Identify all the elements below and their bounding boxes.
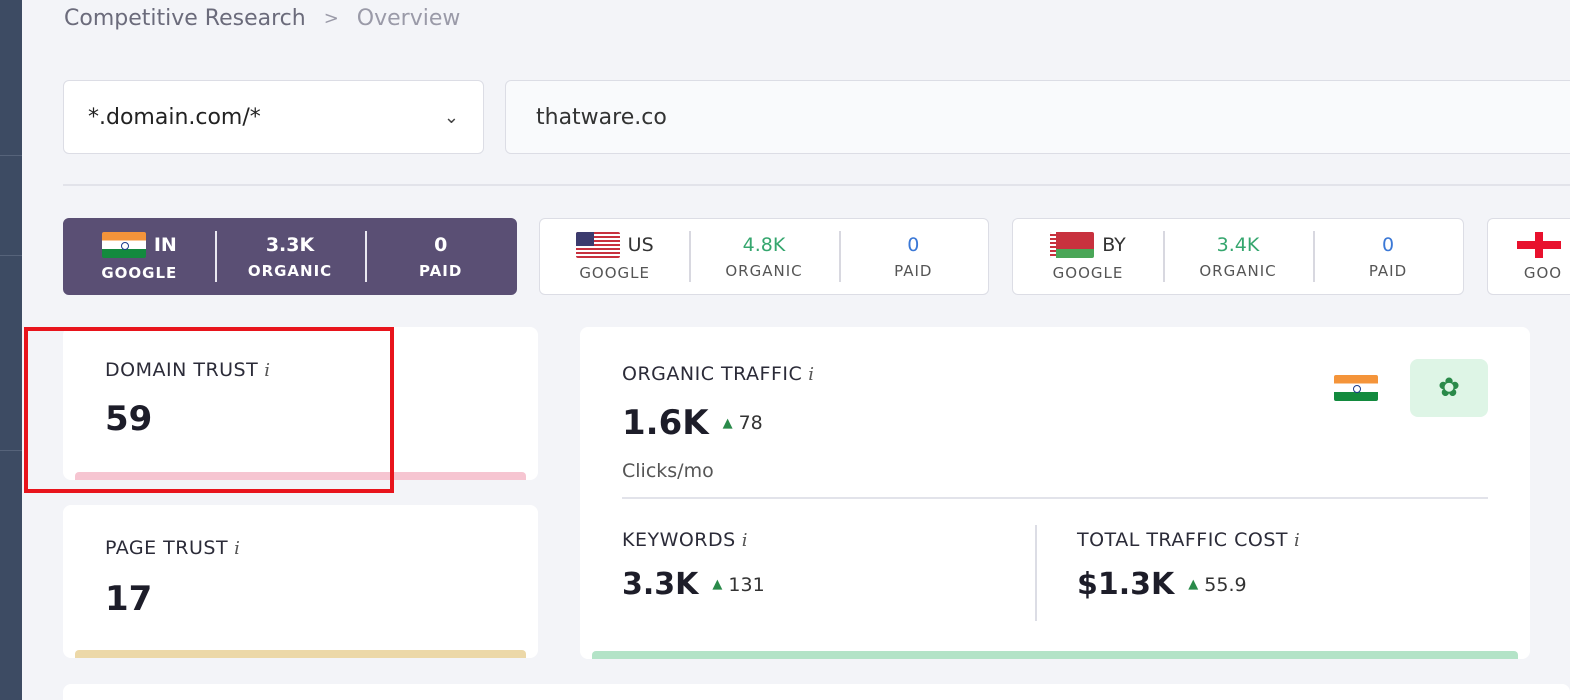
keywords-label: KEYWORDS bbox=[622, 529, 736, 551]
db-tab-organic-value: 4.8K bbox=[742, 233, 786, 256]
organic-traffic-delta-value: 78 bbox=[738, 412, 763, 434]
keywords-delta-value: 131 bbox=[728, 573, 765, 596]
traffic-cost-label: TOTAL TRAFFIC COST bbox=[1077, 529, 1289, 551]
info-icon[interactable]: i bbox=[264, 360, 270, 381]
db-tab-paid-value: 0 bbox=[434, 233, 448, 256]
info-icon[interactable]: i bbox=[1294, 530, 1300, 551]
traffic-cost-delta-value: 55.9 bbox=[1204, 573, 1247, 596]
divider bbox=[622, 497, 1488, 499]
domain-trust-value: 59 bbox=[105, 399, 153, 439]
breadcrumb-current: Overview bbox=[356, 5, 461, 31]
traffic-cost-value: $1.3K bbox=[1077, 567, 1175, 602]
triangle-up-icon: ▲ bbox=[712, 577, 723, 592]
db-tab-paid-label: PAID bbox=[419, 261, 463, 280]
db-tab-paid-cell: 0 PAID bbox=[838, 219, 988, 294]
page-trust-label: PAGE TRUST bbox=[105, 537, 229, 559]
db-tab-paid-cell: 0 PAID bbox=[1313, 219, 1463, 294]
database-tab-us[interactable]: US GOOGLE 4.8K ORGANIC 0 PAID bbox=[539, 218, 989, 295]
scope-select-value: *.domain.com/* bbox=[88, 104, 261, 130]
page-trust-bar bbox=[75, 650, 526, 658]
belarus-flag-icon bbox=[1050, 231, 1095, 258]
page-trust-card: PAGE TRUST i 17 bbox=[63, 505, 538, 658]
divider bbox=[1035, 525, 1037, 621]
rail-divider bbox=[0, 155, 22, 156]
leaf-icon[interactable]: ✿ bbox=[1410, 359, 1488, 417]
organic-traffic-bar bbox=[592, 651, 1518, 659]
db-tab-engine: GOOGLE bbox=[1052, 263, 1124, 282]
organic-traffic-value: 1.6K bbox=[622, 403, 709, 443]
db-tab-country-cell: IN GOOGLE bbox=[64, 219, 215, 294]
page-trust-value: 17 bbox=[105, 579, 153, 619]
domain-input[interactable]: thatware.co bbox=[505, 80, 1570, 154]
organic-traffic-label: ORGANIC TRAFFIC bbox=[622, 363, 803, 385]
db-tab-organic-cell: 3.3K ORGANIC bbox=[214, 219, 366, 294]
db-tab-organic-cell: 4.8K ORGANIC bbox=[689, 219, 838, 294]
db-tab-organic-label: ORGANIC bbox=[1199, 261, 1277, 280]
db-tab-country: US bbox=[627, 233, 654, 256]
db-tab-country-cell: GOO bbox=[1488, 219, 1570, 294]
db-tab-paid-label: PAID bbox=[894, 261, 933, 280]
info-icon[interactable]: i bbox=[808, 364, 815, 385]
india-flag-icon bbox=[1334, 375, 1378, 401]
traffic-cost-delta: ▲ 55.9 bbox=[1188, 574, 1246, 596]
india-flag-icon bbox=[101, 231, 146, 258]
db-tab-country: BY bbox=[1102, 233, 1126, 256]
database-tab-in[interactable]: IN GOOGLE 3.3K ORGANIC 0 PAID bbox=[63, 218, 517, 295]
domain-trust-card: DOMAIN TRUST i 59 bbox=[63, 327, 538, 480]
next-card bbox=[63, 684, 1570, 700]
database-tab-ge[interactable]: GOO bbox=[1487, 218, 1570, 295]
db-tab-engine: GOOGLE bbox=[579, 263, 651, 282]
db-tab-organic-value: 3.4K bbox=[1216, 233, 1260, 256]
breadcrumb-parent-link[interactable]: Competitive Research bbox=[64, 5, 306, 31]
info-icon[interactable]: i bbox=[234, 538, 240, 559]
database-tab-by[interactable]: BY GOOGLE 3.4K ORGANIC 0 PAID bbox=[1012, 218, 1464, 295]
georgia-flag-icon bbox=[1517, 231, 1561, 258]
breadcrumb-separator: > bbox=[323, 7, 339, 29]
keywords-delta: ▲ 131 bbox=[712, 574, 764, 596]
keywords-value: 3.3K bbox=[622, 567, 699, 602]
scope-select[interactable]: *.domain.com/* ⌄ bbox=[63, 80, 484, 154]
organic-traffic-delta: ▲ 78 bbox=[723, 412, 763, 434]
domain-trust-label: DOMAIN TRUST bbox=[105, 359, 259, 381]
db-tab-organic-value: 3.3K bbox=[265, 233, 315, 256]
db-tab-engine: GOOGLE bbox=[101, 263, 178, 282]
triangle-up-icon: ▲ bbox=[722, 415, 733, 431]
rail-divider bbox=[0, 450, 22, 451]
triangle-up-icon: ▲ bbox=[1188, 577, 1199, 592]
divider bbox=[63, 184, 1570, 186]
domain-trust-bar bbox=[75, 472, 526, 480]
db-tab-organic-label: ORGANIC bbox=[725, 261, 803, 280]
db-tab-paid-cell: 0 PAID bbox=[365, 219, 516, 294]
organic-traffic-card: ORGANIC TRAFFIC i 1.6K ▲ 78 Clicks/mo ✿ KE… bbox=[580, 327, 1530, 659]
organic-traffic-unit: Clicks/mo bbox=[622, 460, 714, 482]
db-tab-organic-cell: 3.4K ORGANIC bbox=[1163, 219, 1313, 294]
rail-divider bbox=[0, 255, 22, 256]
db-tab-paid-value: 0 bbox=[1381, 233, 1395, 256]
db-tab-paid-label: PAID bbox=[1368, 261, 1408, 280]
db-tab-country: IN bbox=[153, 233, 177, 256]
info-icon[interactable]: i bbox=[741, 530, 748, 551]
domain-input-value: thatware.co bbox=[536, 104, 667, 130]
chevron-down-icon: ⌄ bbox=[443, 106, 459, 128]
db-tab-paid-value: 0 bbox=[907, 233, 920, 256]
db-tab-country-cell: BY GOOGLE bbox=[1013, 219, 1163, 294]
breadcrumb: Competitive Research > Overview bbox=[64, 4, 460, 32]
left-sidebar-rail bbox=[0, 0, 22, 700]
db-tab-organic-label: ORGANIC bbox=[247, 261, 333, 280]
db-tab-country-cell: US GOOGLE bbox=[540, 219, 689, 294]
db-tab-engine: GOO bbox=[1523, 263, 1563, 282]
usa-flag-icon bbox=[575, 231, 620, 258]
